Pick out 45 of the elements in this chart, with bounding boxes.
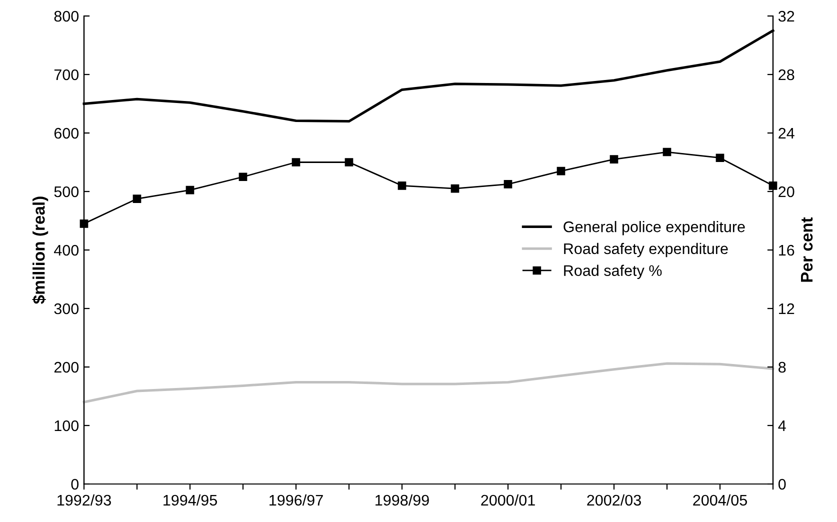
y-tick-label: 300 [54, 303, 79, 314]
point [610, 155, 618, 164]
y2-tick-label: 12 [779, 303, 794, 314]
x-tick-label: 2004/05 [693, 494, 747, 506]
y-tick-label: 700 [54, 69, 79, 80]
line-series [82, 362, 774, 404]
y-axis-title: $million (real) [32, 196, 48, 304]
y2-tick-label: 24 [778, 128, 794, 139]
legend-label: General police expenditure [564, 221, 745, 236]
y-tick-label: 800 [54, 10, 79, 22]
x-tick-label: 2002/03 [587, 494, 641, 506]
x-tick-label: 1994/95 [164, 494, 217, 506]
y2-tick-label: 0 [778, 478, 786, 490]
y-tick-label: 100 [54, 420, 79, 432]
point [662, 148, 672, 156]
point [716, 154, 724, 162]
point [398, 181, 406, 190]
y-tick-label: 600 [54, 128, 79, 139]
y2-tick-label: 20 [778, 186, 794, 198]
x-tick-label: 2000/01 [481, 494, 535, 506]
point [80, 220, 88, 228]
y-tick-label: 400 [54, 244, 79, 256]
y-tick-label: 200 [54, 362, 79, 373]
y2-tick-label: 16 [779, 244, 794, 256]
y2-tick-label: 28 [778, 69, 794, 80]
legend-label: Road safety % [564, 264, 662, 279]
x-tick-label: 1992/93 [58, 494, 111, 506]
y-tick-label: 500 [54, 186, 79, 198]
legend-label: Road safety expenditure [564, 242, 728, 258]
y2-axis-title: Per cent [801, 217, 813, 282]
point [292, 158, 300, 166]
x-tick-label: 1996/97 [270, 494, 323, 506]
point [132, 194, 142, 203]
point [344, 158, 354, 166]
point [238, 172, 248, 182]
y2-tick-label: 32 [778, 10, 794, 22]
y-tick-label: 0 [71, 478, 79, 490]
point [504, 180, 512, 188]
x-tick-label: 1998/99 [376, 494, 429, 506]
point [186, 186, 194, 194]
point [768, 181, 778, 190]
y2-tick-label: 8 [778, 362, 786, 373]
point [556, 166, 566, 176]
y2-tick-label: 4 [778, 420, 786, 432]
point [450, 184, 460, 193]
